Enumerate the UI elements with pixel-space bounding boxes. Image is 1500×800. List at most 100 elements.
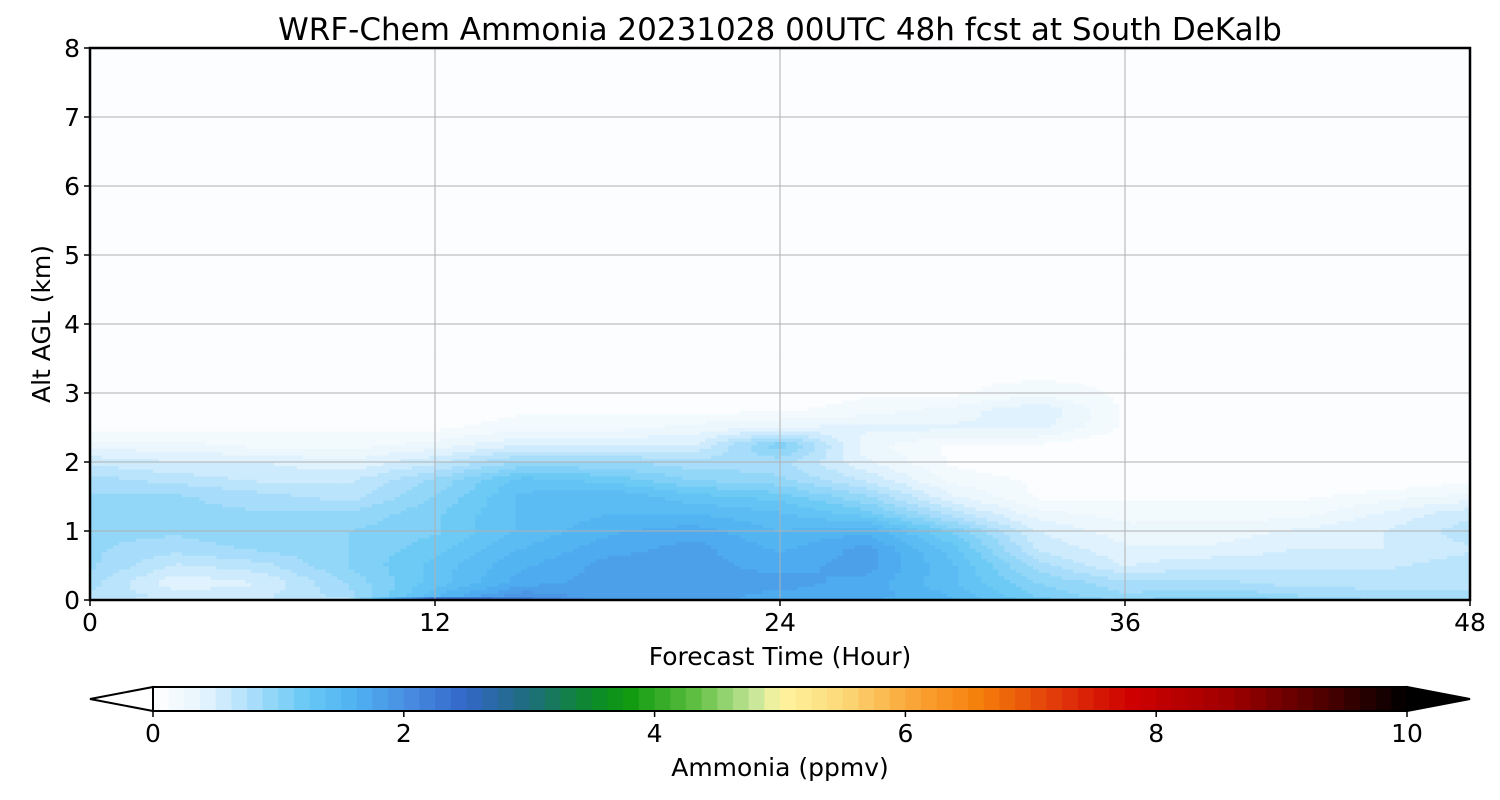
field-cell — [670, 582, 678, 587]
field-cell — [1452, 537, 1460, 542]
field-cell — [463, 541, 471, 546]
field-cell — [124, 541, 131, 546]
field-cell — [1303, 537, 1310, 542]
field-cell — [555, 575, 563, 580]
field-cell — [1286, 568, 1293, 573]
field-cell — [153, 589, 160, 594]
field-cell — [274, 562, 281, 567]
field-cell — [797, 586, 804, 591]
field-cell — [256, 572, 264, 577]
field-cell — [1447, 551, 1454, 556]
field-cell — [538, 531, 545, 536]
field-cell — [314, 551, 321, 556]
field-cell — [1153, 562, 1161, 567]
field-cell — [532, 586, 540, 591]
field-cell — [906, 551, 913, 556]
field-cell — [584, 596, 591, 601]
field-cell — [504, 527, 511, 532]
field-cell — [205, 579, 212, 584]
field-cell — [1424, 534, 1431, 539]
field-cell — [1107, 527, 1115, 532]
field-cell — [1378, 572, 1385, 577]
field-cell — [705, 551, 712, 556]
field-cell — [1211, 589, 1218, 594]
field-cell — [757, 575, 764, 580]
field-cell — [705, 548, 712, 553]
field-cell — [808, 582, 816, 587]
field-cell — [469, 579, 476, 584]
field-cell — [1096, 586, 1103, 591]
field-cell — [1251, 575, 1258, 580]
field-cell — [785, 562, 793, 567]
field-cell — [1429, 593, 1437, 598]
field-cell — [412, 527, 419, 532]
field-cell — [515, 537, 522, 542]
field-cell — [170, 572, 177, 577]
field-cell — [1337, 582, 1345, 587]
field-cell — [1038, 555, 1046, 560]
field-cell — [199, 575, 206, 580]
field-cell — [475, 555, 482, 560]
field-cell — [389, 541, 396, 546]
field-cell — [164, 541, 172, 546]
field-cell — [1314, 568, 1322, 573]
field-cell — [325, 551, 333, 556]
field-cell — [573, 534, 580, 539]
field-cell — [377, 541, 384, 546]
field-cell — [1257, 551, 1264, 556]
field-cell — [1107, 575, 1115, 580]
field-cell — [222, 562, 229, 567]
field-cell — [1326, 586, 1333, 591]
field-cell — [193, 555, 200, 560]
field-cell — [567, 537, 574, 542]
field-cell — [1142, 541, 1149, 546]
field-cell — [1067, 548, 1074, 553]
field-cell — [159, 593, 166, 598]
field-cell — [337, 555, 344, 560]
field-cell — [889, 562, 896, 567]
field-cell — [1303, 579, 1310, 584]
field-cell — [233, 586, 241, 591]
field-cell — [325, 593, 333, 598]
field-cell — [918, 562, 925, 567]
field-cell — [659, 565, 666, 570]
field-cell — [176, 544, 183, 549]
field-cell — [1102, 565, 1109, 570]
field-cell — [728, 562, 735, 567]
field-cell — [981, 572, 988, 577]
field-cell — [348, 565, 356, 570]
field-cell — [314, 575, 321, 580]
field-cell — [256, 586, 264, 591]
field-cell — [895, 575, 902, 580]
field-cell — [159, 565, 166, 570]
field-cell — [1441, 572, 1448, 577]
field-cell — [95, 558, 103, 563]
field-cell — [348, 582, 356, 587]
field-cell — [1136, 596, 1143, 601]
field-cell — [153, 551, 160, 556]
field-cell — [423, 537, 430, 542]
field-cell — [1027, 579, 1034, 584]
field-cell — [923, 575, 931, 580]
field-cell — [159, 586, 166, 591]
field-cell — [1033, 589, 1040, 594]
field-cell — [1234, 541, 1241, 546]
field-cell — [1464, 589, 1471, 594]
field-cell — [1079, 572, 1086, 577]
field-cell — [739, 589, 747, 594]
field-cell — [1286, 544, 1293, 549]
field-cell — [969, 551, 977, 556]
field-cell — [170, 534, 177, 539]
field-cell — [435, 565, 442, 570]
field-cell — [383, 565, 390, 570]
field-cell — [1234, 551, 1241, 556]
field-cell — [550, 527, 557, 532]
field-cell — [124, 579, 131, 584]
field-cell — [636, 575, 643, 580]
field-cell — [722, 586, 729, 591]
field-cell — [279, 589, 287, 594]
field-cell — [969, 548, 977, 553]
field-cell — [302, 575, 310, 580]
field-cell — [1159, 541, 1166, 546]
field-cell — [785, 527, 793, 532]
